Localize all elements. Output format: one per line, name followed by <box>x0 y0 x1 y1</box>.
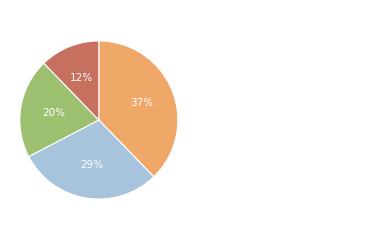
Text: 37%: 37% <box>130 98 153 108</box>
Legend: Research Center in
Biodiversity and Genetic
Resources [9], Naturalis Biodiversit: Research Center in Biodiversity and Gene… <box>204 10 371 108</box>
Text: 20%: 20% <box>42 108 65 118</box>
Text: 29%: 29% <box>80 160 103 170</box>
Text: 12%: 12% <box>70 72 93 83</box>
Wedge shape <box>20 63 99 156</box>
Wedge shape <box>29 120 154 199</box>
Wedge shape <box>99 41 178 177</box>
Wedge shape <box>44 41 99 120</box>
